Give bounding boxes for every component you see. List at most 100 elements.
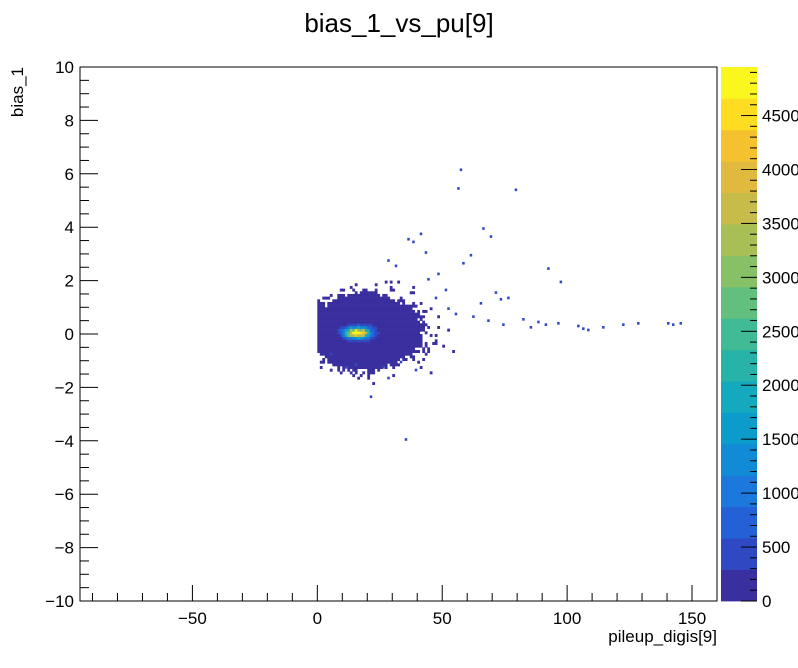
heatmap-bin bbox=[347, 323, 351, 327]
heatmap-bin bbox=[374, 325, 378, 329]
heatmap-bin bbox=[392, 363, 396, 367]
heatmap-bin bbox=[379, 339, 383, 343]
heatmap-bin bbox=[404, 350, 408, 353]
heatmap-bin bbox=[419, 344, 423, 348]
heatmap-bin bbox=[409, 355, 413, 359]
color-bar-segment bbox=[721, 129, 757, 162]
heatmap-bin bbox=[349, 296, 353, 300]
heatmap-bin bbox=[332, 363, 336, 367]
heatmap-bin bbox=[377, 334, 381, 337]
heatmap-bin bbox=[324, 325, 328, 329]
heatmap-bin bbox=[317, 339, 321, 343]
heatmap-bin bbox=[317, 317, 321, 321]
heatmap-bin bbox=[404, 315, 408, 319]
heatmap-bin bbox=[409, 331, 413, 335]
heatmap-bin bbox=[319, 301, 323, 305]
heatmap-bin bbox=[349, 371, 353, 375]
heatmap-bin bbox=[394, 331, 398, 335]
heatmap-bin bbox=[379, 299, 383, 303]
heatmap-bin bbox=[424, 352, 428, 356]
heatmap-bin bbox=[347, 336, 351, 340]
heatmap-bin bbox=[379, 315, 383, 319]
heatmap-bin bbox=[319, 336, 323, 340]
heatmap-bin bbox=[337, 355, 341, 359]
heatmap-bin bbox=[349, 309, 353, 313]
x-tick-label: 0 bbox=[313, 609, 322, 628]
heatmap-bin bbox=[372, 358, 376, 361]
heatmap-bin bbox=[367, 293, 371, 297]
heatmap-bin bbox=[414, 323, 418, 327]
heatmap-bin bbox=[364, 296, 368, 300]
heatmap-bin bbox=[419, 336, 423, 340]
heatmap-bin bbox=[377, 320, 381, 324]
heatmap-bin bbox=[529, 325, 533, 329]
heatmap-bin bbox=[319, 328, 323, 332]
heatmap-bin bbox=[372, 331, 376, 335]
heatmap-bin bbox=[412, 334, 416, 337]
heatmap-bin bbox=[384, 312, 388, 316]
heatmap-bin bbox=[342, 339, 346, 343]
heatmap-bin bbox=[332, 342, 336, 345]
heatmap-bin bbox=[332, 312, 336, 316]
heatmap-bin bbox=[354, 296, 358, 300]
heatmap-bin bbox=[397, 334, 401, 337]
heatmap-bin bbox=[667, 321, 670, 325]
color-bar-tick-label: 4000 bbox=[762, 160, 798, 179]
heatmap-bin bbox=[399, 309, 403, 313]
heatmap-bin bbox=[359, 350, 363, 353]
heatmap-bin bbox=[354, 315, 358, 319]
heatmap-bin bbox=[334, 320, 338, 324]
heatmap-bin bbox=[339, 355, 343, 359]
heatmap-bin bbox=[322, 342, 326, 345]
heatmap-bin bbox=[342, 312, 346, 316]
heatmap-bin bbox=[337, 360, 341, 364]
heatmap-bin bbox=[362, 358, 366, 361]
heatmap-bin bbox=[359, 328, 363, 332]
heatmap-bin bbox=[397, 307, 401, 311]
heatmap-bin bbox=[422, 350, 426, 353]
heatmap-bin bbox=[347, 363, 351, 367]
heatmap-bin bbox=[324, 320, 328, 324]
heatmap-bin bbox=[347, 293, 351, 297]
heatmap-bin bbox=[382, 296, 386, 300]
heatmap-bin bbox=[349, 285, 353, 289]
heatmap-bin bbox=[322, 328, 326, 332]
heatmap-bin bbox=[344, 301, 348, 305]
heatmap-bin bbox=[387, 299, 391, 303]
color-bar-tick-label: 2500 bbox=[762, 322, 798, 341]
heatmap-bin bbox=[369, 315, 373, 319]
heatmap-bin bbox=[372, 336, 376, 340]
heatmap-bin bbox=[379, 320, 383, 324]
heatmap-bin bbox=[377, 317, 381, 321]
heatmap-bin bbox=[372, 366, 376, 370]
heatmap-bin bbox=[344, 366, 348, 369]
heatmap-bin bbox=[354, 350, 358, 353]
heatmap-bin bbox=[352, 350, 356, 353]
heatmap-bin bbox=[397, 347, 401, 351]
heatmap-bin bbox=[359, 307, 363, 311]
heatmap-bin bbox=[352, 363, 356, 367]
heatmap-bin bbox=[397, 336, 401, 340]
heatmap-bin bbox=[344, 347, 348, 351]
heatmap-bin bbox=[387, 307, 391, 311]
heatmap-bin bbox=[342, 317, 346, 321]
heatmap-bin bbox=[324, 315, 328, 319]
heatmap-bin bbox=[402, 336, 406, 340]
heatmap-bin bbox=[622, 323, 625, 326]
heatmap-bin bbox=[354, 283, 358, 287]
heatmap-bin bbox=[344, 336, 348, 340]
color-bar-segment bbox=[721, 475, 757, 508]
heatmap-bin bbox=[382, 344, 386, 348]
heatmap-bin bbox=[362, 347, 366, 351]
heatmap-bin bbox=[422, 315, 426, 319]
heatmap-bin bbox=[429, 371, 433, 375]
heatmap-bin bbox=[352, 334, 356, 337]
heatmap-bin bbox=[409, 323, 413, 327]
heatmap-bin bbox=[339, 320, 343, 324]
heatmap-bin bbox=[419, 342, 423, 345]
heatmap-bin bbox=[362, 301, 366, 305]
heatmap-bin bbox=[322, 307, 326, 311]
heatmap-bin bbox=[412, 350, 416, 353]
heatmap-bin bbox=[392, 334, 396, 337]
heatmap-bin bbox=[454, 312, 458, 316]
